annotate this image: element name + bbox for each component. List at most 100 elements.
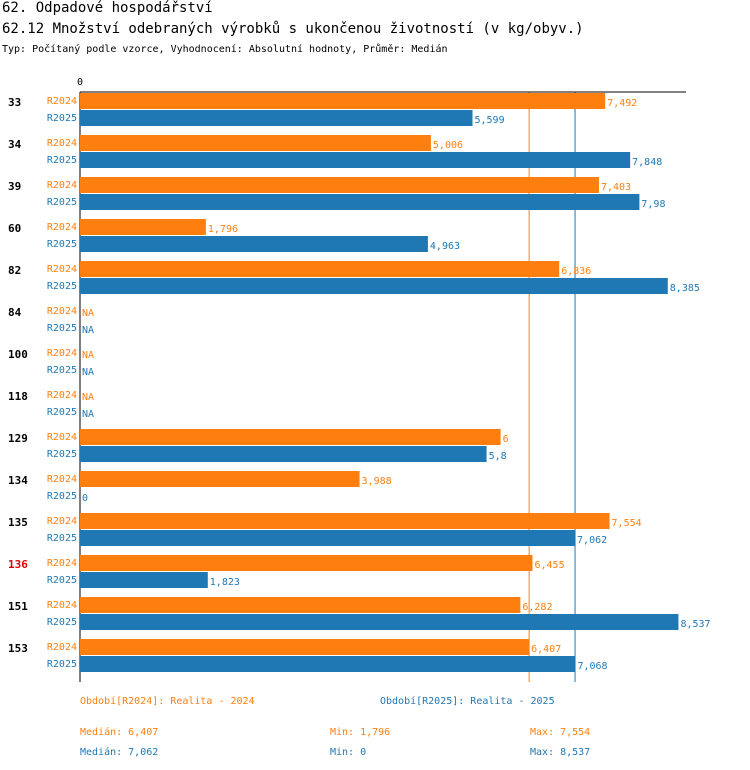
category-label: 33	[8, 96, 21, 109]
data-label-r2025: 7,068	[577, 661, 607, 672]
category-label: 151	[8, 600, 28, 613]
legend-r2024: Období[R2024]: Realita - 2024	[80, 696, 255, 707]
series-label-r2024: R2024	[47, 474, 77, 485]
data-label-r2024: 6	[503, 434, 509, 445]
bar-r2024	[80, 513, 610, 529]
data-label-r2024: 3,988	[362, 476, 392, 487]
bar-r2025	[80, 110, 473, 126]
bar-r2025	[80, 278, 668, 294]
section-title: 62. Odpadové hospodářství	[2, 0, 213, 16]
data-label-r2025: NA	[82, 325, 94, 336]
data-label-r2024: 7,403	[601, 182, 631, 193]
stat-max-r2025: Max: 8,537	[530, 747, 591, 758]
chart-title: 62.12 Množství odebraných výrobků s ukon…	[2, 21, 584, 37]
bar-r2024	[80, 471, 360, 487]
bar-r2024	[80, 639, 530, 655]
data-label-r2024: NA	[82, 308, 94, 319]
data-label-r2025: NA	[82, 409, 94, 420]
data-label-r2025: 4,963	[430, 241, 460, 252]
data-label-r2024: 5,006	[433, 140, 463, 151]
series-label-r2025: R2025	[47, 113, 77, 124]
series-label-r2025: R2025	[47, 449, 77, 460]
series-label-r2024: R2024	[47, 432, 77, 443]
series-label-r2025: R2025	[47, 533, 77, 544]
series-label-r2024: R2024	[47, 600, 77, 611]
series-label-r2025: R2025	[47, 365, 77, 376]
series-label-r2025: R2025	[47, 155, 77, 166]
data-label-r2024: 1,796	[208, 224, 238, 235]
series-label-r2024: R2024	[47, 138, 77, 149]
data-label-r2024: 7,554	[612, 518, 642, 529]
category-label: 118	[8, 390, 28, 403]
bar-r2024	[80, 555, 533, 571]
category-label: 82	[8, 264, 21, 277]
data-label-r2025: 5,599	[474, 115, 504, 126]
stat-min-r2025: Min: 0	[330, 747, 367, 758]
series-label-r2025: R2025	[47, 491, 77, 502]
stat-median-r2024: Medián: 6,407	[80, 727, 159, 738]
chart-subtitle: Typ: Počítaný podle vzorce, Vyhodnocení:…	[2, 44, 448, 55]
data-label-r2025: 7,98	[641, 199, 665, 210]
data-label-r2025: 5,8	[489, 451, 507, 462]
bar-r2025	[80, 614, 679, 630]
data-label-r2024: 6,407	[531, 644, 561, 655]
series-label-r2024: R2024	[47, 558, 77, 569]
series-label-r2024: R2024	[47, 180, 77, 191]
category-label: 135	[8, 516, 28, 529]
bar-r2024	[80, 597, 521, 613]
bar-r2024	[80, 93, 606, 109]
series-label-r2025: R2025	[47, 323, 77, 334]
data-label-r2025: NA	[82, 367, 94, 378]
series-label-r2024: R2024	[47, 348, 77, 359]
bar-r2025	[80, 530, 576, 546]
stat-median-r2025: Medián: 7,062	[80, 747, 159, 758]
series-label-r2025: R2025	[47, 239, 77, 250]
series-label-r2024: R2024	[47, 642, 77, 653]
series-label-r2024: R2024	[47, 264, 77, 275]
bar-r2025	[80, 194, 640, 210]
series-label-r2024: R2024	[47, 516, 77, 527]
bar-r2024	[80, 177, 599, 193]
series-label-r2025: R2025	[47, 617, 77, 628]
bar-r2025	[80, 152, 631, 168]
stat-max-r2024: Max: 7,554	[530, 727, 591, 738]
bar-r2025	[80, 446, 487, 462]
x-axis-tick-zero: 0	[77, 77, 83, 88]
series-label-r2025: R2025	[47, 659, 77, 670]
bar-r2025	[80, 236, 428, 252]
category-label: 134	[8, 474, 28, 487]
bar-r2025	[80, 572, 208, 588]
series-label-r2025: R2025	[47, 407, 77, 418]
series-label-r2024: R2024	[47, 390, 77, 401]
category-label: 129	[8, 432, 28, 445]
bar-r2024	[80, 429, 501, 445]
data-label-r2025: 1,823	[210, 577, 240, 588]
series-label-r2024: R2024	[47, 222, 77, 233]
bar-r2024	[80, 219, 206, 235]
data-label-r2024: 6,282	[522, 602, 552, 613]
data-label-r2025: 8,537	[680, 619, 710, 630]
category-label: 84	[8, 306, 22, 319]
stat-min-r2024: Min: 1,796	[330, 727, 391, 738]
category-label: 60	[8, 222, 21, 235]
data-label-r2024: 7,492	[607, 98, 637, 109]
category-label: 153	[8, 642, 28, 655]
data-label-r2024: NA	[82, 350, 94, 361]
data-label-r2025: 0	[82, 493, 88, 504]
category-label: 136	[8, 558, 28, 571]
legend-r2025: Období[R2025]: Realita - 2025	[380, 696, 555, 707]
category-label: 39	[8, 180, 21, 193]
series-label-r2024: R2024	[47, 306, 77, 317]
data-label-r2024: 6,836	[561, 266, 591, 277]
data-label-r2024: NA	[82, 392, 94, 403]
series-label-r2024: R2024	[47, 96, 77, 107]
category-label: 34	[8, 138, 22, 151]
series-label-r2025: R2025	[47, 575, 77, 586]
data-label-r2025: 8,385	[670, 283, 700, 294]
series-label-r2025: R2025	[47, 197, 77, 208]
data-label-r2025: 7,848	[632, 157, 662, 168]
category-label: 100	[8, 348, 28, 361]
data-label-r2025: 7,062	[577, 535, 607, 546]
series-label-r2025: R2025	[47, 281, 77, 292]
